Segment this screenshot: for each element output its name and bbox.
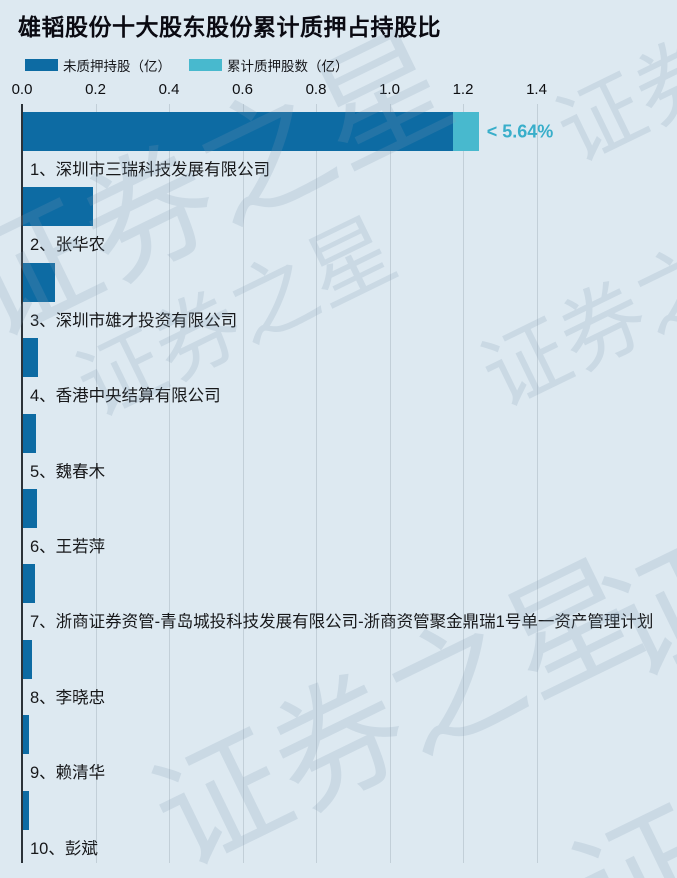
bar-unpledged-segment bbox=[23, 262, 55, 302]
x-tick-label: 0.2 bbox=[85, 81, 106, 98]
gridline bbox=[316, 104, 317, 863]
x-tick-label: 0.0 bbox=[11, 81, 33, 98]
chart-title: 雄韬股份十大股东股份累计质押占持股比 bbox=[18, 14, 441, 40]
x-axis: 0.0 0.2 0.4 0.6 0.8 1.0 1.2 1.4 bbox=[0, 81, 677, 99]
pledge-ratio-annotation: < 5.64% bbox=[486, 121, 554, 141]
legend-label-unpledged: 未质押持股（亿） bbox=[63, 59, 171, 74]
x-tick-label: 1.0 bbox=[379, 81, 400, 98]
bar-unpledged-segment bbox=[23, 338, 39, 378]
gridline bbox=[463, 104, 464, 863]
x-tick-label: 1.2 bbox=[452, 81, 474, 98]
bar-row bbox=[23, 187, 93, 227]
bar-row bbox=[23, 112, 479, 151]
bar-row bbox=[23, 489, 37, 528]
legend-swatch-unpledged bbox=[25, 59, 58, 71]
bar-label: 2、张华农 bbox=[30, 236, 106, 255]
gridline bbox=[169, 104, 170, 863]
bar-label: 3、深圳市雄才投资有限公司 bbox=[30, 311, 238, 330]
bar-unpledged-segment bbox=[23, 790, 29, 830]
bar-unpledged-segment bbox=[23, 187, 93, 227]
bar-label: 9、赖清华 bbox=[30, 764, 106, 783]
bar-unpledged-segment bbox=[23, 413, 37, 453]
bar-label: 8、李晓忠 bbox=[30, 688, 106, 707]
bar-row bbox=[23, 639, 32, 679]
bar-row bbox=[23, 564, 36, 604]
bar-label: 4、香港中央结算有限公司 bbox=[30, 387, 221, 406]
gridline bbox=[536, 104, 538, 863]
legend-label-pledged: 累计质押股数（亿） bbox=[227, 59, 349, 74]
bar-label: 10、彭斌 bbox=[30, 839, 98, 858]
bar-unpledged-segment bbox=[23, 564, 36, 604]
legend-swatch-pledged bbox=[189, 59, 222, 71]
x-tick-label: 0.8 bbox=[305, 81, 327, 98]
x-tick-label: 0.4 bbox=[158, 81, 180, 98]
bar-label: 5、魏春木 bbox=[30, 462, 106, 481]
gridline bbox=[95, 104, 97, 863]
gridline bbox=[242, 104, 244, 863]
bar-row bbox=[23, 338, 39, 378]
bar-unpledged-segment bbox=[23, 639, 32, 679]
bar-row bbox=[23, 262, 55, 302]
bar-unpledged-segment bbox=[23, 489, 37, 528]
bar-label: 7、浙商证券资管-青岛城投科技发展有限公司-浙商资管聚金鼎瑞1号单一资产管理计划 bbox=[30, 613, 654, 632]
legend: 未质押持股（亿） 累计质押股数（亿） bbox=[25, 55, 349, 75]
bar-label: 1、深圳市三瑞科技发展有限公司 bbox=[30, 161, 271, 179]
bar-row bbox=[23, 413, 37, 453]
bar-pledged-segment bbox=[452, 112, 479, 151]
bar-row bbox=[23, 790, 29, 830]
bar-unpledged-segment bbox=[23, 715, 29, 755]
bar-row bbox=[23, 715, 29, 755]
x-tick-label: 0.6 bbox=[232, 81, 253, 98]
bar-label: 6、王若萍 bbox=[30, 538, 106, 556]
x-tick-label: 1.4 bbox=[526, 81, 547, 98]
legend-item-unpledged: 未质押持股（亿） bbox=[25, 55, 171, 75]
bar-unpledged-segment bbox=[23, 112, 453, 151]
legend-item-pledged: 累计质押股数（亿） bbox=[189, 55, 349, 75]
y-axis-line bbox=[21, 104, 23, 863]
gridline bbox=[389, 104, 391, 863]
